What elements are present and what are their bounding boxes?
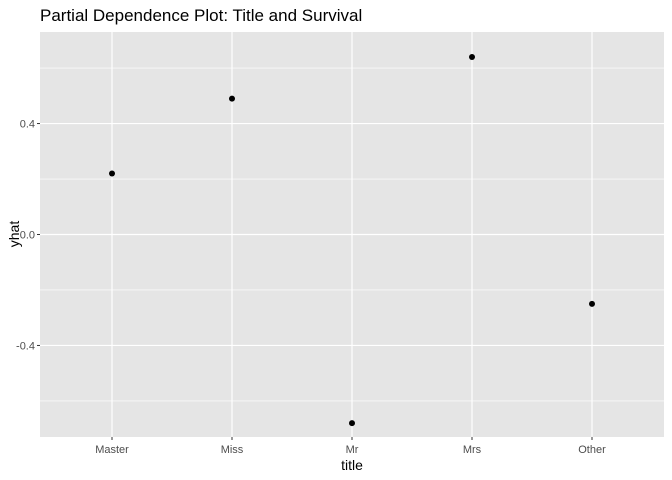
y-tick-label-2: -0.4 [16,340,35,352]
chart-title: Partial Dependence Plot: Title and Survi… [40,6,362,25]
point-miss [229,95,235,102]
x-tick-label-mrs: Mrs [463,444,482,456]
x-tick-label-master: Master [95,444,129,456]
x-tick-label-mr: Mr [346,444,359,456]
y-tick-label-0: 0.4 [20,119,35,131]
y-axis-label: yhat [6,221,22,248]
y-axis: 0.4 0.0 -0.4 [16,119,40,352]
data-points [109,53,595,427]
point-master [109,170,115,177]
point-mrs [469,53,475,60]
point-mr [349,420,355,427]
x-tick-label-miss: Miss [221,444,244,456]
y-tick-label-1: 0.0 [20,230,35,242]
x-tick-label-other: Other [578,444,606,456]
x-axis-label: title [341,457,363,473]
point-other [589,300,595,307]
x-axis: Master Miss Mr Mrs Other [95,437,606,456]
